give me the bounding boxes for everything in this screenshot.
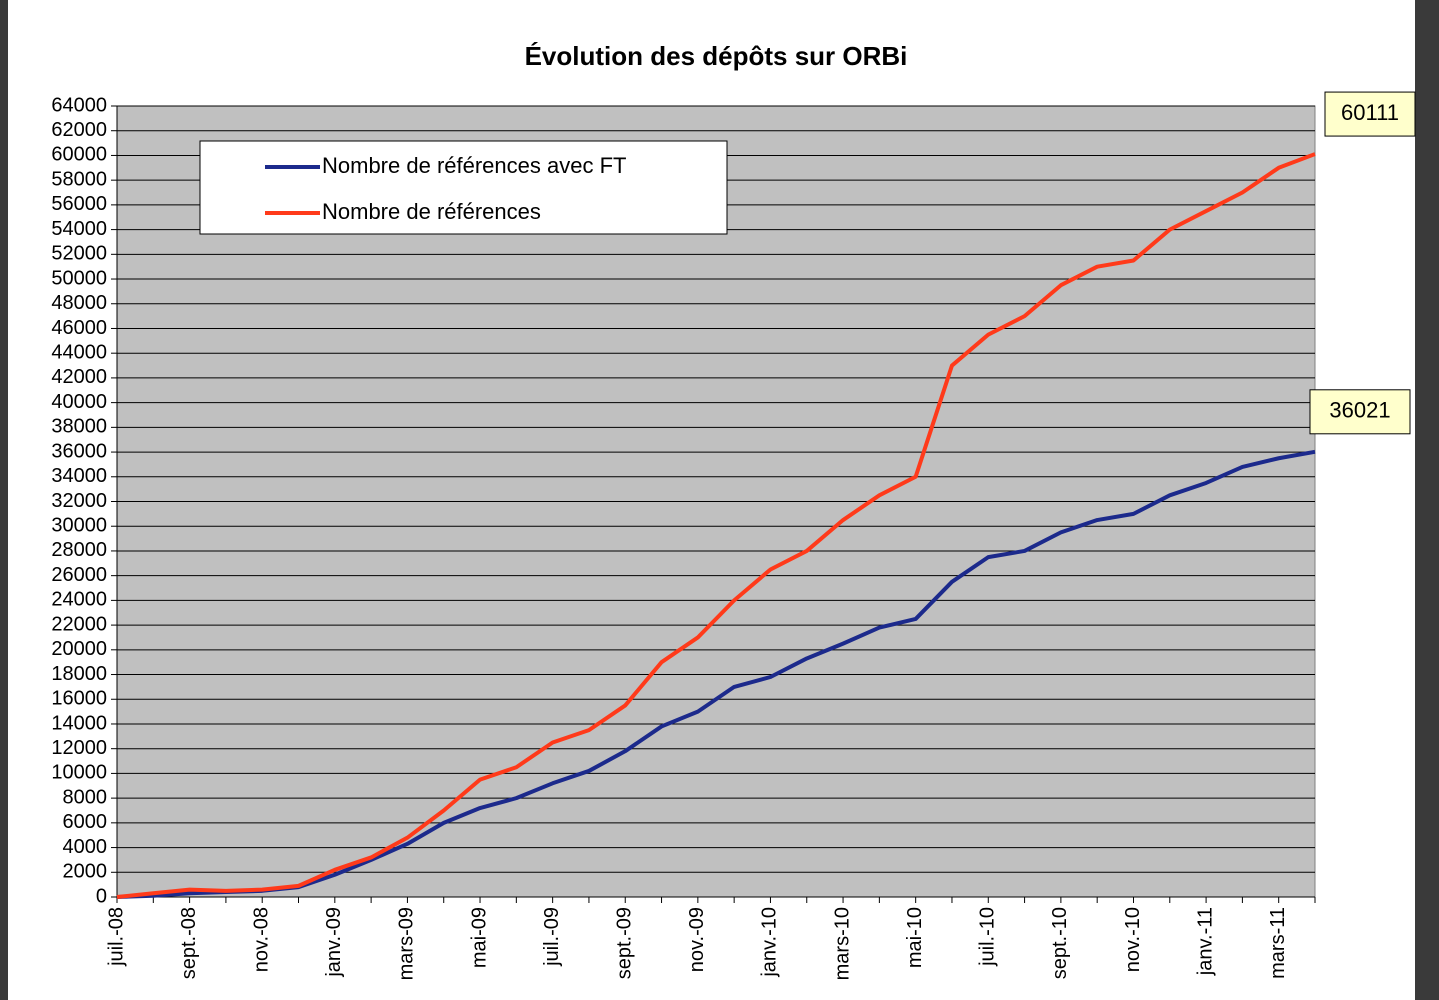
x-tick-label: mars-11 bbox=[1267, 907, 1289, 979]
series-line bbox=[116, 152, 1316, 899]
x-tick-label: mars-10 bbox=[831, 907, 853, 980]
legend-label: Nombre de références bbox=[322, 199, 541, 224]
x-tick-label: mars-09 bbox=[396, 907, 418, 980]
legend-box bbox=[199, 140, 728, 235]
y-tick-label: 32000 bbox=[51, 490, 107, 512]
y-tick-label: 26000 bbox=[51, 564, 107, 586]
y-tick-label: 6000 bbox=[63, 811, 108, 833]
x-tick-label: mai-09 bbox=[468, 907, 490, 968]
x-tick-label: nov.-09 bbox=[686, 907, 708, 972]
x-tick-label: juil.-09 bbox=[541, 907, 563, 967]
y-tick-label: 60000 bbox=[51, 144, 107, 166]
y-tick-label: 36000 bbox=[51, 440, 107, 462]
y-tick-label: 10000 bbox=[51, 762, 107, 784]
y-tick-label: 28000 bbox=[51, 539, 107, 561]
y-tick-label: 54000 bbox=[51, 218, 107, 240]
x-tick-label: janv.-09 bbox=[323, 907, 345, 978]
y-tick-label: 24000 bbox=[51, 589, 107, 611]
x-tick-label: mai-10 bbox=[904, 907, 926, 968]
x-tick-label: sept.-10 bbox=[1049, 907, 1071, 979]
y-tick-label: 12000 bbox=[51, 737, 107, 759]
y-tick-label: 50000 bbox=[51, 267, 107, 289]
y-tick-label: 46000 bbox=[51, 317, 107, 339]
y-tick-label: 38000 bbox=[51, 416, 107, 438]
y-tick-label: 14000 bbox=[51, 712, 107, 734]
y-tick-label: 62000 bbox=[51, 119, 107, 141]
x-tick-label: nov.-10 bbox=[1122, 907, 1144, 972]
legend-label: Nombre de références avec FT bbox=[322, 153, 626, 178]
y-tick-label: 16000 bbox=[51, 688, 107, 710]
data-label: 60111 bbox=[1341, 100, 1399, 125]
y-tick-label: 22000 bbox=[51, 613, 107, 635]
x-tick-label: sept.-08 bbox=[178, 907, 200, 979]
y-tick-label: 4000 bbox=[63, 836, 108, 858]
data-label: 36021 bbox=[1329, 398, 1390, 423]
y-tick-label: 52000 bbox=[51, 243, 107, 265]
x-tick-label: sept.-09 bbox=[614, 907, 636, 979]
data-label-box bbox=[1324, 91, 1416, 137]
y-tick-label: 40000 bbox=[51, 391, 107, 413]
y-tick-label: 8000 bbox=[63, 786, 108, 808]
y-tick-label: 58000 bbox=[51, 168, 107, 190]
series-line bbox=[116, 449, 1316, 899]
data-label-box bbox=[1309, 389, 1411, 435]
x-tick-label: janv.-11 bbox=[1194, 907, 1216, 976]
y-tick-label: 56000 bbox=[51, 193, 107, 215]
chart-title: Évolution des dépôts sur ORBi bbox=[525, 41, 908, 71]
y-tick-label: 30000 bbox=[51, 515, 107, 537]
y-tick-label: 48000 bbox=[51, 292, 107, 314]
y-tick-label: 18000 bbox=[51, 663, 107, 685]
x-tick-label: juil.-10 bbox=[977, 907, 999, 967]
y-tick-label: 2000 bbox=[63, 861, 108, 883]
y-tick-label: 0 bbox=[96, 885, 107, 907]
y-tick-label: 44000 bbox=[51, 341, 107, 363]
y-tick-label: 20000 bbox=[51, 638, 107, 660]
x-tick-label: nov.-08 bbox=[250, 907, 272, 972]
y-tick-label: 64000 bbox=[51, 94, 107, 116]
y-tick-label: 42000 bbox=[51, 366, 107, 388]
y-tick-label: 34000 bbox=[51, 465, 107, 487]
x-tick-label: juil.-08 bbox=[105, 907, 127, 967]
x-tick-label: janv.-10 bbox=[759, 907, 781, 978]
